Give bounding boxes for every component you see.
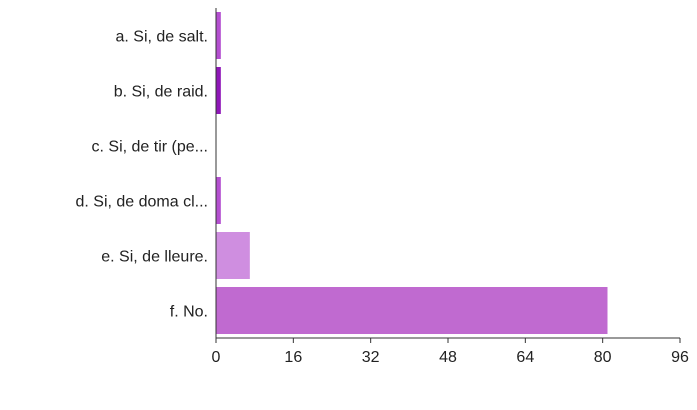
bar-a — [216, 12, 221, 59]
x-tick-label: 96 — [671, 349, 689, 366]
category-label-b: b. Si, de raid. — [114, 84, 208, 101]
category-label-a: a. Si, de salt. — [116, 29, 209, 46]
x-ticks-group: 0 16 32 48 64 80 96 — [212, 338, 689, 366]
x-tick-label: 80 — [594, 349, 612, 366]
bar-b — [216, 67, 221, 114]
bar-f — [216, 287, 608, 334]
bar-d — [216, 177, 221, 224]
x-tick-label: 0 — [212, 349, 221, 366]
category-labels-group: a. Si, de salt. b. Si, de raid. c. Si, de … — [75, 29, 208, 321]
x-tick-label: 32 — [362, 349, 380, 366]
category-label-c: c. Si, de tir (pe... — [92, 139, 208, 156]
category-label-f: f. No. — [170, 304, 208, 321]
x-tick-label: 64 — [516, 349, 534, 366]
x-tick-label: 48 — [439, 349, 457, 366]
bar-e — [216, 232, 250, 279]
bars-group — [216, 12, 608, 334]
category-label-e: e. Si, de lleure. — [101, 249, 208, 266]
x-tick-label: 16 — [284, 349, 302, 366]
category-label-d: d. Si, de doma cl... — [75, 194, 208, 211]
